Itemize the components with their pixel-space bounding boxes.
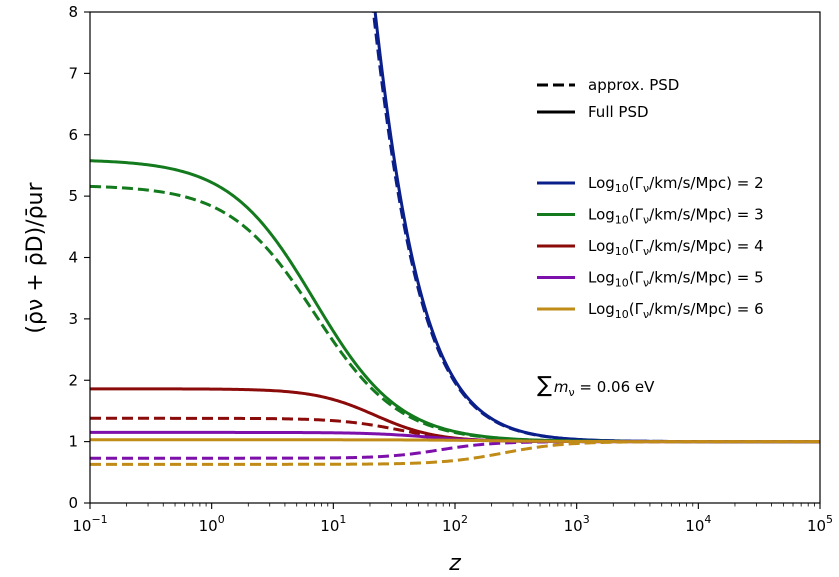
y-tick-label: 1 bbox=[68, 433, 78, 451]
color-legend-label: Log10(Γν/km/s/Mpc) = 6 bbox=[588, 300, 764, 321]
x-tick-label: 101 bbox=[320, 513, 346, 535]
x-axis: 10−1 100 101 102 103 104 105 bbox=[72, 503, 833, 535]
mass-symbol: m bbox=[554, 378, 569, 396]
color-legend-label: Log10(Γν/km/s/Mpc) = 5 bbox=[588, 269, 764, 290]
style-legend: approx. PSD Full PSD bbox=[537, 76, 679, 121]
color-legend: Log10(Γν/km/s/Mpc) = 2 Log10(Γν/km/s/Mpc)… bbox=[537, 174, 764, 321]
y-tick-label: 6 bbox=[68, 126, 78, 144]
sum-symbol: ∑ bbox=[537, 373, 552, 398]
y-tick-label: 2 bbox=[68, 371, 78, 389]
color-legend-label: Log10(Γν/km/s/Mpc) = 4 bbox=[588, 237, 764, 258]
x-tick-label: 10−1 bbox=[72, 513, 107, 535]
x-tick-label: 105 bbox=[807, 513, 833, 535]
x-tick-label: 104 bbox=[685, 513, 711, 535]
x-tick-label: 100 bbox=[199, 513, 225, 535]
series-line-approx-log-gamma-6 bbox=[90, 440, 820, 466]
x-tick-label: 102 bbox=[442, 513, 468, 535]
x-axis-title: z bbox=[448, 551, 461, 576]
mass-subscript: ν bbox=[568, 386, 574, 399]
style-legend-label: Full PSD bbox=[588, 103, 649, 121]
y-axis: 0 1 2 3 4 5 6 7 8 bbox=[68, 3, 90, 512]
series-lines bbox=[90, 12, 820, 466]
color-legend-label: Log10(Γν/km/s/Mpc) = 2 bbox=[588, 174, 764, 195]
y-tick-label: 3 bbox=[68, 310, 78, 328]
y-tick-label: 8 bbox=[68, 3, 78, 21]
series-line-approx-log-gamma-5 bbox=[90, 440, 820, 460]
y-tick-label: 5 bbox=[68, 187, 78, 205]
y-tick-label: 7 bbox=[68, 64, 78, 82]
mass-value: = 0.06 eV bbox=[575, 378, 655, 396]
y-axis-title: (ρ̄ν + ρ̄D)/ρ̄ur bbox=[23, 181, 48, 333]
series-line-full-log-gamma-6 bbox=[90, 438, 820, 444]
plot-frame bbox=[89, 11, 821, 504]
y-tick-label: 4 bbox=[68, 249, 78, 267]
x-tick-label: 103 bbox=[564, 513, 590, 535]
sum-mass-annotation: ∑ mν = 0.06 eV bbox=[537, 373, 655, 399]
color-legend-label: Log10(Γν/km/s/Mpc) = 3 bbox=[588, 206, 764, 227]
y-tick-label: 0 bbox=[68, 494, 78, 512]
style-legend-label: approx. PSD bbox=[588, 76, 679, 94]
